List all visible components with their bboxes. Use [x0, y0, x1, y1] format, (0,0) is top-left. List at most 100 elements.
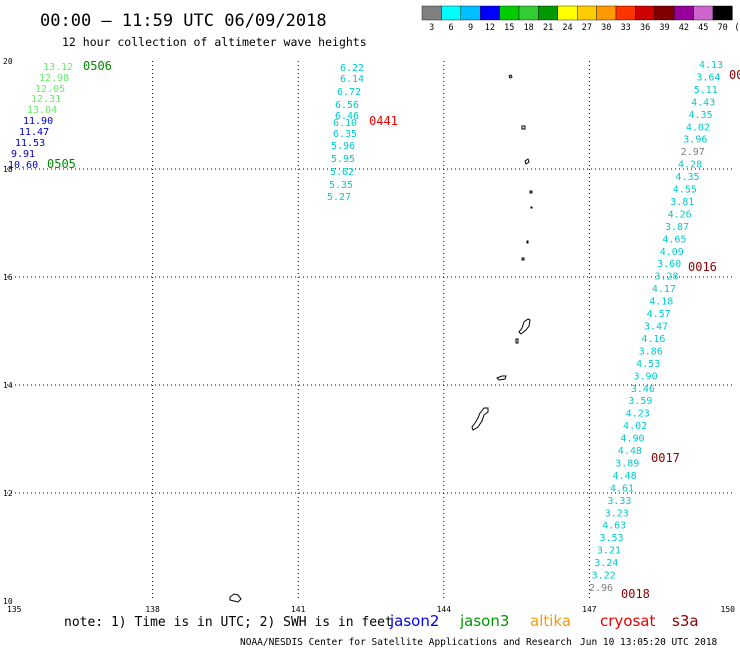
track-b-value-5: 6.10 [333, 118, 357, 129]
track-c-value-5: 4.02 [686, 122, 710, 133]
track-c-value-26: 3.46 [631, 384, 655, 395]
track-c-value-40: 3.24 [594, 558, 618, 569]
track-a-value-7: 11.53 [15, 138, 45, 149]
lon-tick-141: 141 [291, 605, 306, 614]
legend-label-39: 39 [659, 23, 669, 33]
track-b-value-0: 6.22 [340, 63, 364, 74]
legend-swatch-30 [596, 5, 617, 21]
island-yap [229, 593, 242, 603]
track-c-time-label-3: 0018 [621, 587, 650, 601]
footer-timestamp: Jun 10 13:05:20 UTC 2018 [580, 637, 718, 648]
track-b-value-9: 5.62 [330, 167, 354, 178]
track-c-value-7: 2.97 [681, 147, 705, 158]
island-saipan [518, 318, 531, 335]
lon-tick-150: 150 [721, 605, 736, 614]
track-c-value-21: 3.47 [644, 322, 668, 333]
track-c-value-38: 3.53 [599, 533, 623, 544]
track-c-value-20: 4.57 [647, 309, 671, 320]
track-c-value-23: 3.86 [639, 346, 663, 357]
satellite-s3a: s3a [672, 612, 699, 630]
track-b-value-6: 6.35 [333, 129, 357, 140]
track-b-value-1: 6.14 [340, 74, 364, 85]
track-c-value-34: 4.61 [610, 483, 634, 494]
island-rota [496, 375, 507, 381]
track-b-value-7: 5.96 [331, 141, 355, 152]
track-c-value-19: 4.18 [649, 297, 673, 308]
lat-tick-10: 10 [3, 597, 13, 606]
track-c-time-label-1: 0016 [688, 260, 717, 274]
track-c-value-39: 3.21 [597, 546, 621, 557]
legend-label-36: 36 [640, 23, 650, 33]
track-b-value-10: 5.35 [329, 180, 353, 191]
satellite-jason2: jason2 [389, 612, 439, 630]
track-a-value-2: 12.05 [35, 84, 65, 95]
island-tinian [515, 338, 519, 344]
track-c-value-1: 3.64 [696, 72, 720, 83]
legend-swatch-70 [712, 5, 733, 21]
track-b-value-3: 6.56 [335, 100, 359, 111]
track-b-value-8: 5.95 [331, 154, 355, 165]
island-farallon [521, 257, 525, 261]
track-a-time-label-0: 0506 [83, 59, 112, 73]
track-a-value-8: 9.91 [11, 149, 35, 160]
track-c-value-42: 2.96 [589, 583, 613, 594]
track-c-time-label-0: 00 [729, 68, 740, 82]
track-c-value-12: 4.26 [668, 209, 692, 220]
legend-swatch-27 [577, 5, 597, 21]
lat-tick-20: 20 [3, 57, 13, 66]
track-b-value-2: 6.72 [337, 87, 361, 98]
legend-label-3: 3 [429, 23, 434, 33]
legend-swatch-21 [538, 5, 559, 21]
lon-tick-135: 135 [7, 605, 22, 614]
lon-tick-144: 144 [437, 605, 452, 614]
legend-label-18: 18 [524, 23, 534, 33]
track-a-value-1: 12.98 [39, 73, 69, 84]
track-a-value-4: 13.04 [27, 105, 57, 116]
legend-unit: (ft) [734, 23, 740, 33]
track-c-value-2: 5.11 [694, 85, 718, 96]
track-c-value-3: 4.43 [691, 97, 715, 108]
satellite-jason3: jason3 [459, 612, 509, 630]
lon-tick-147: 147 [582, 605, 597, 614]
track-c-time-label-2: 0017 [651, 451, 680, 465]
page-subtitle: 12 hour collection of altimeter wave hei… [62, 35, 367, 49]
legend-swatch-3 [421, 5, 442, 21]
legend-swatch-12 [480, 5, 500, 21]
legend-swatch-45 [693, 5, 714, 21]
lat-tick-12: 12 [3, 489, 13, 498]
track-c-value-14: 4.65 [662, 234, 686, 245]
track-c-value-41: 3.22 [592, 571, 616, 582]
track-a-value-0: 13.12 [43, 62, 73, 73]
island-guguan [529, 190, 533, 194]
track-c-value-24: 4.53 [636, 359, 660, 370]
island-guam [471, 407, 489, 431]
track-b-time-label-0: 0441 [369, 114, 398, 128]
map-grid: 135 138 141 144 147 150 20 18 16 14 12 10 [3, 57, 735, 614]
track-c-value-6: 3.96 [683, 135, 707, 146]
track-c-value-0: 4.13 [699, 60, 723, 71]
track-c-value-10: 4.55 [673, 185, 697, 196]
track-a-value-3: 12.31 [31, 94, 61, 105]
track-b-value-4: 6.46 [335, 111, 359, 122]
legend-label-15: 15 [504, 23, 514, 33]
legend-label-33: 33 [621, 23, 631, 33]
legend-swatch-36 [635, 5, 656, 21]
legend-label-9: 9 [468, 23, 473, 33]
track-c-value-8: 4.28 [678, 160, 702, 171]
track-c-value-16: 3.60 [657, 259, 681, 270]
wave-height-tracks: 13.1212.9812.0512.3113.0411.9011.4711.53… [8, 59, 740, 601]
footer-note: note: 1) Time is in UTC; 2) SWH is in fe… [64, 615, 393, 630]
track-c-value-25: 3.90 [634, 371, 658, 382]
legend-label-42: 42 [679, 23, 689, 33]
track-c-value-33: 4.48 [613, 471, 637, 482]
track-a-time-label-1: 0505 [47, 157, 76, 171]
track-c-value-13: 3.87 [665, 222, 689, 233]
legend-swatch-6 [441, 5, 461, 21]
track-c-value-32: 3.89 [615, 458, 639, 469]
legend-swatch-42 [674, 5, 694, 21]
page-title: 00:00 – 11:59 UTC 06/09/2018 [40, 11, 327, 31]
legend-swatch-18 [518, 5, 539, 21]
island-anatahan [521, 125, 526, 130]
track-b-value-11: 5.27 [327, 192, 351, 203]
